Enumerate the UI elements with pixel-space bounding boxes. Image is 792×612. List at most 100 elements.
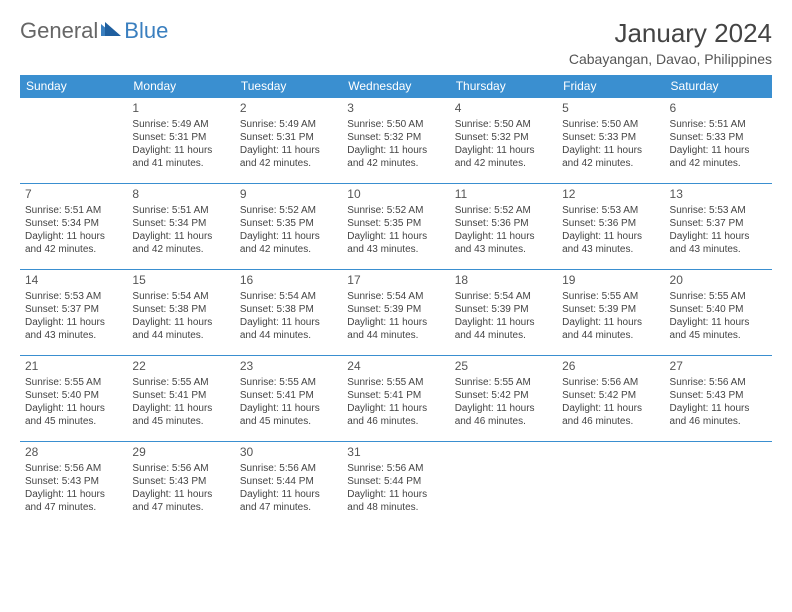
sunset-text: Sunset: 5:43 PM [132,475,229,488]
day-number: 14 [25,273,122,289]
header: General Blue January 2024 Cabayangan, Da… [20,18,772,67]
calendar-day-cell: 2Sunrise: 5:49 AMSunset: 5:31 PMDaylight… [235,98,342,184]
calendar-day-cell: 21Sunrise: 5:55 AMSunset: 5:40 PMDayligh… [20,356,127,442]
sunrise-text: Sunrise: 5:54 AM [347,290,444,303]
calendar-day-cell [557,442,664,528]
logo-flag-icon [101,18,121,44]
calendar-day-cell: 15Sunrise: 5:54 AMSunset: 5:38 PMDayligh… [127,270,234,356]
weekday-header: Tuesday [235,75,342,98]
sunrise-text: Sunrise: 5:56 AM [670,376,767,389]
calendar-day-cell: 27Sunrise: 5:56 AMSunset: 5:43 PMDayligh… [665,356,772,442]
sunset-text: Sunset: 5:31 PM [240,131,337,144]
daylight-text: Daylight: 11 hours and 44 minutes. [240,316,337,342]
calendar-week-row: 7Sunrise: 5:51 AMSunset: 5:34 PMDaylight… [20,184,772,270]
daylight-text: Daylight: 11 hours and 48 minutes. [347,488,444,514]
sunset-text: Sunset: 5:44 PM [347,475,444,488]
sunset-text: Sunset: 5:36 PM [455,217,552,230]
sunrise-text: Sunrise: 5:55 AM [670,290,767,303]
sunset-text: Sunset: 5:35 PM [240,217,337,230]
logo: General Blue [20,18,168,44]
sunrise-text: Sunrise: 5:53 AM [562,204,659,217]
day-number: 25 [455,359,552,375]
day-number: 6 [670,101,767,117]
daylight-text: Daylight: 11 hours and 43 minutes. [670,230,767,256]
daylight-text: Daylight: 11 hours and 42 minutes. [240,144,337,170]
daylight-text: Daylight: 11 hours and 44 minutes. [455,316,552,342]
day-number: 17 [347,273,444,289]
sunset-text: Sunset: 5:36 PM [562,217,659,230]
day-number: 15 [132,273,229,289]
sunrise-text: Sunrise: 5:52 AM [347,204,444,217]
day-number: 8 [132,187,229,203]
calendar-day-cell: 20Sunrise: 5:55 AMSunset: 5:40 PMDayligh… [665,270,772,356]
sunset-text: Sunset: 5:44 PM [240,475,337,488]
sunrise-text: Sunrise: 5:55 AM [240,376,337,389]
calendar-day-cell [450,442,557,528]
calendar-day-cell: 14Sunrise: 5:53 AMSunset: 5:37 PMDayligh… [20,270,127,356]
daylight-text: Daylight: 11 hours and 44 minutes. [132,316,229,342]
weekday-header: Sunday [20,75,127,98]
logo-text-general: General [20,18,98,44]
day-number: 20 [670,273,767,289]
calendar-week-row: 28Sunrise: 5:56 AMSunset: 5:43 PMDayligh… [20,442,772,528]
sunrise-text: Sunrise: 5:51 AM [25,204,122,217]
calendar-day-cell: 16Sunrise: 5:54 AMSunset: 5:38 PMDayligh… [235,270,342,356]
calendar-day-cell [665,442,772,528]
calendar-day-cell: 24Sunrise: 5:55 AMSunset: 5:41 PMDayligh… [342,356,449,442]
sunrise-text: Sunrise: 5:49 AM [240,118,337,131]
sunset-text: Sunset: 5:33 PM [562,131,659,144]
sunrise-text: Sunrise: 5:54 AM [455,290,552,303]
calendar-day-cell: 4Sunrise: 5:50 AMSunset: 5:32 PMDaylight… [450,98,557,184]
daylight-text: Daylight: 11 hours and 47 minutes. [25,488,122,514]
daylight-text: Daylight: 11 hours and 42 minutes. [25,230,122,256]
day-number: 22 [132,359,229,375]
sunset-text: Sunset: 5:35 PM [347,217,444,230]
weekday-header: Friday [557,75,664,98]
sunset-text: Sunset: 5:32 PM [347,131,444,144]
sunset-text: Sunset: 5:31 PM [132,131,229,144]
sunrise-text: Sunrise: 5:49 AM [132,118,229,131]
calendar-day-cell: 29Sunrise: 5:56 AMSunset: 5:43 PMDayligh… [127,442,234,528]
sunrise-text: Sunrise: 5:52 AM [240,204,337,217]
calendar-day-cell: 10Sunrise: 5:52 AMSunset: 5:35 PMDayligh… [342,184,449,270]
sunrise-text: Sunrise: 5:55 AM [562,290,659,303]
calendar-day-cell: 7Sunrise: 5:51 AMSunset: 5:34 PMDaylight… [20,184,127,270]
sunrise-text: Sunrise: 5:50 AM [562,118,659,131]
sunset-text: Sunset: 5:40 PM [670,303,767,316]
sunset-text: Sunset: 5:37 PM [670,217,767,230]
sunrise-text: Sunrise: 5:51 AM [670,118,767,131]
sunset-text: Sunset: 5:43 PM [670,389,767,402]
calendar-day-cell: 30Sunrise: 5:56 AMSunset: 5:44 PMDayligh… [235,442,342,528]
day-number: 27 [670,359,767,375]
sunrise-text: Sunrise: 5:56 AM [240,462,337,475]
sunset-text: Sunset: 5:39 PM [347,303,444,316]
calendar-day-cell: 22Sunrise: 5:55 AMSunset: 5:41 PMDayligh… [127,356,234,442]
sunrise-text: Sunrise: 5:53 AM [25,290,122,303]
logo-text-blue: Blue [124,18,168,44]
sunset-text: Sunset: 5:41 PM [347,389,444,402]
sunrise-text: Sunrise: 5:55 AM [132,376,229,389]
sunrise-text: Sunrise: 5:56 AM [132,462,229,475]
daylight-text: Daylight: 11 hours and 42 minutes. [670,144,767,170]
sunrise-text: Sunrise: 5:51 AM [132,204,229,217]
sunrise-text: Sunrise: 5:50 AM [347,118,444,131]
daylight-text: Daylight: 11 hours and 43 minutes. [562,230,659,256]
sunrise-text: Sunrise: 5:55 AM [455,376,552,389]
daylight-text: Daylight: 11 hours and 42 minutes. [347,144,444,170]
daylight-text: Daylight: 11 hours and 41 minutes. [132,144,229,170]
calendar-header-row: SundayMondayTuesdayWednesdayThursdayFrid… [20,75,772,98]
daylight-text: Daylight: 11 hours and 46 minutes. [562,402,659,428]
daylight-text: Daylight: 11 hours and 45 minutes. [240,402,337,428]
daylight-text: Daylight: 11 hours and 42 minutes. [240,230,337,256]
calendar-day-cell: 18Sunrise: 5:54 AMSunset: 5:39 PMDayligh… [450,270,557,356]
sunrise-text: Sunrise: 5:55 AM [25,376,122,389]
month-title: January 2024 [569,18,772,49]
sunset-text: Sunset: 5:39 PM [562,303,659,316]
day-number: 21 [25,359,122,375]
daylight-text: Daylight: 11 hours and 47 minutes. [132,488,229,514]
weekday-header: Saturday [665,75,772,98]
calendar-day-cell: 19Sunrise: 5:55 AMSunset: 5:39 PMDayligh… [557,270,664,356]
calendar-week-row: 21Sunrise: 5:55 AMSunset: 5:40 PMDayligh… [20,356,772,442]
daylight-text: Daylight: 11 hours and 42 minutes. [562,144,659,170]
sunset-text: Sunset: 5:41 PM [132,389,229,402]
